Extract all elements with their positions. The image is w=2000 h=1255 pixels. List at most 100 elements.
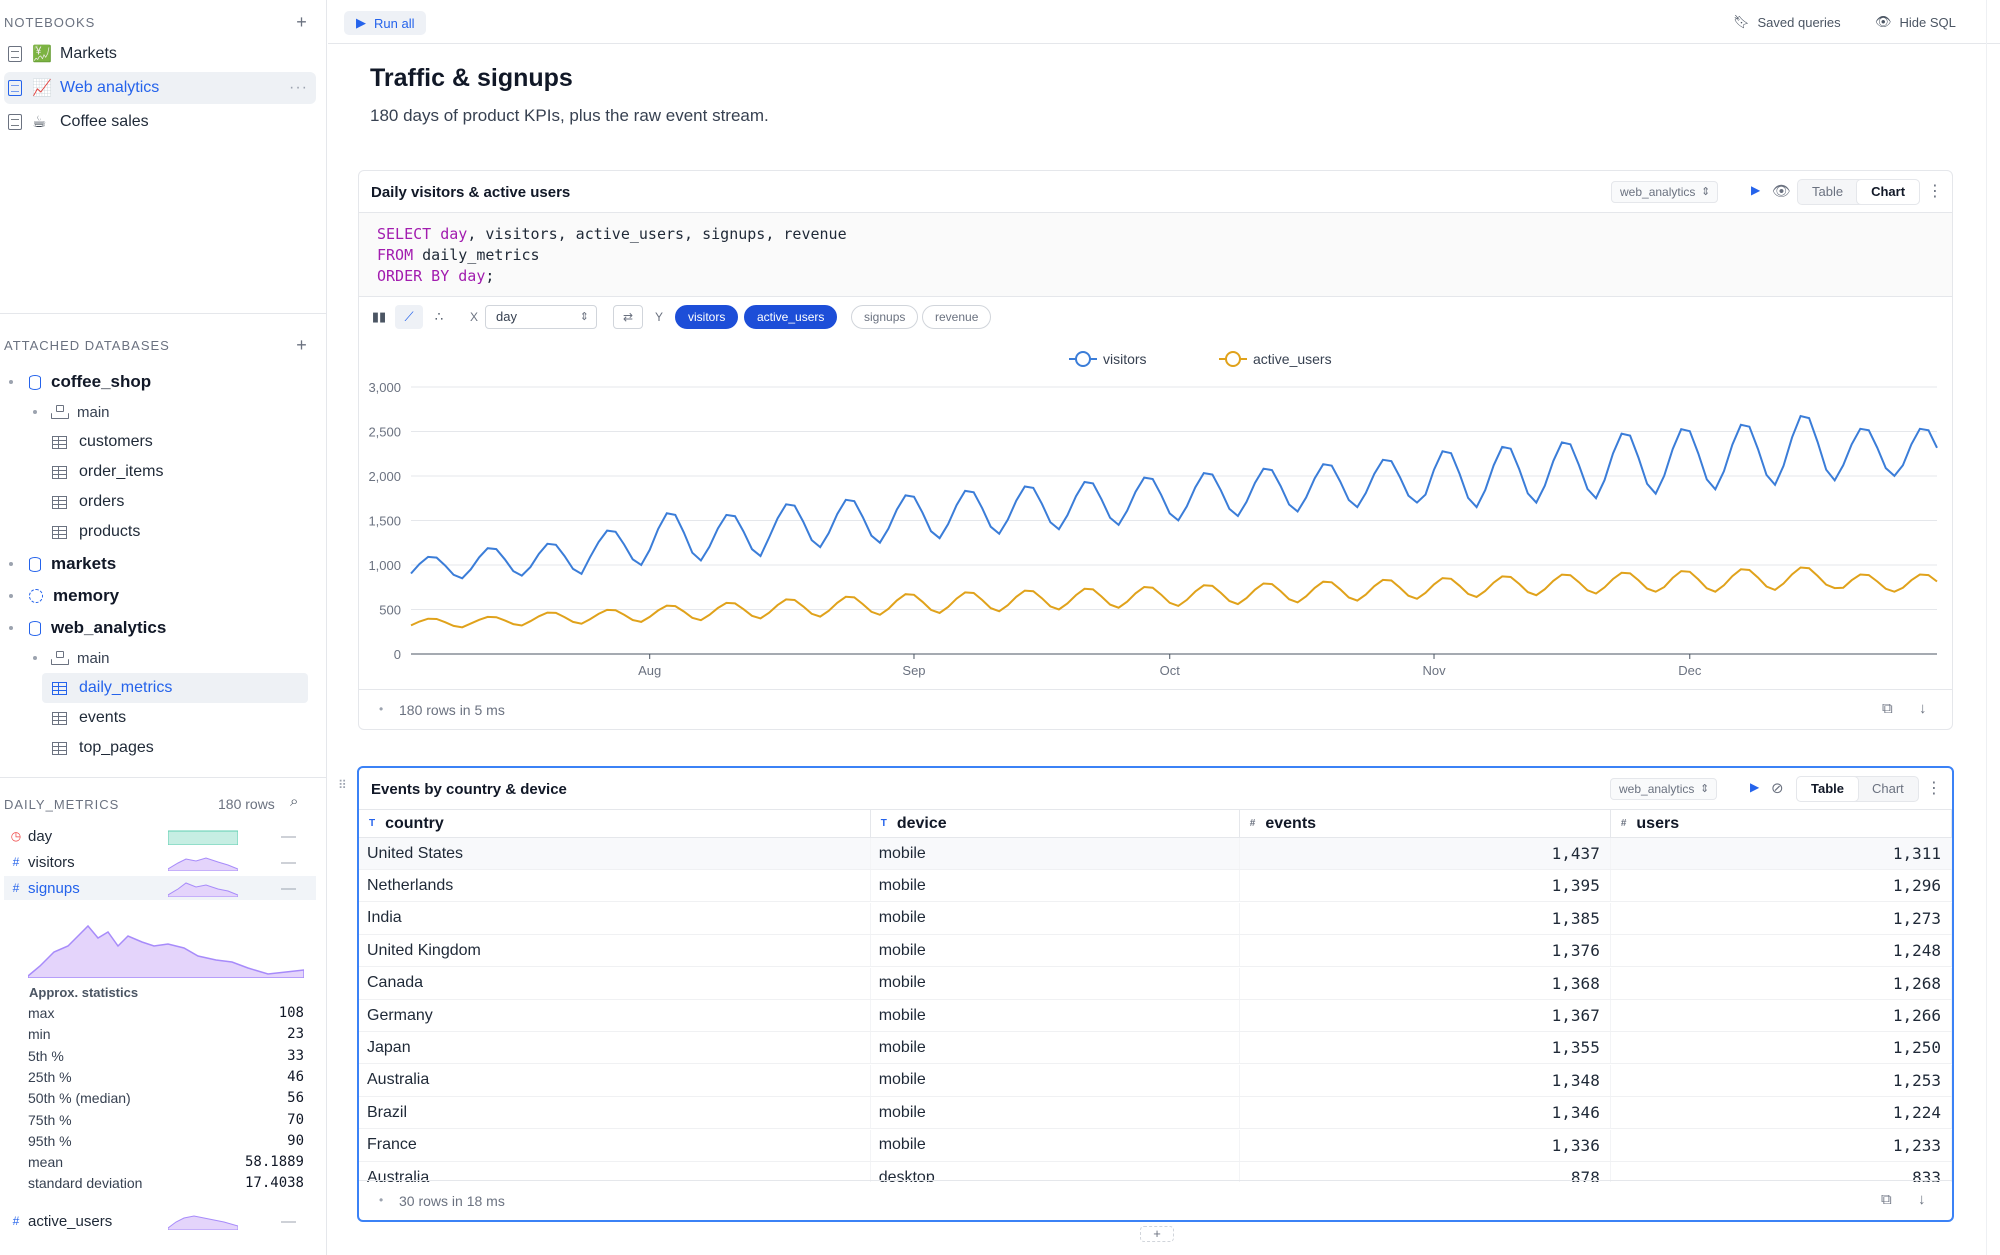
- drag-handle-icon[interactable]: ⠿: [338, 778, 347, 792]
- table-cell[interactable]: 1,336: [1240, 1129, 1611, 1161]
- add-cell-button[interactable]: +: [1140, 1226, 1174, 1242]
- collapse-bullet[interactable]: [33, 656, 37, 660]
- run-cell-button[interactable]: ▶: [1750, 780, 1760, 794]
- column-header-users[interactable]: # users: [1611, 810, 1952, 837]
- table-cell[interactable]: India: [359, 902, 871, 934]
- y-column-pill-signups[interactable]: signups: [851, 305, 919, 329]
- tree-table-events[interactable]: events: [0, 703, 320, 733]
- attach-database-button[interactable]: +: [296, 334, 308, 355]
- bar-chart-icon[interactable]: ▮▮: [371, 309, 387, 324]
- table-cell[interactable]: 833: [1611, 1162, 1952, 1182]
- hidden-sql-eye-icon[interactable]: ⊘: [1771, 780, 1784, 797]
- table-cell[interactable]: 1,437: [1240, 838, 1611, 869]
- table-cell[interactable]: mobile: [871, 1064, 1240, 1096]
- table-row[interactable]: Germany mobile 1,367 1,266: [359, 1000, 1952, 1032]
- table-row[interactable]: Brazil mobile 1,346 1,224: [359, 1097, 1952, 1130]
- table-cell[interactable]: United Kingdom: [359, 935, 871, 967]
- table-cell[interactable]: desktop: [871, 1162, 1240, 1182]
- column-header-events[interactable]: # events: [1240, 810, 1611, 837]
- table-row[interactable]: Netherlands mobile 1,395 1,296: [359, 870, 1952, 903]
- database-select[interactable]: web_analytics: [1610, 778, 1718, 800]
- collapse-bullet[interactable]: [9, 562, 13, 566]
- column-row-visitors[interactable]: # visitors —: [4, 850, 316, 874]
- table-cell[interactable]: 1,253: [1611, 1064, 1952, 1096]
- view-chart-tab[interactable]: Chart: [1872, 781, 1904, 796]
- table-row[interactable]: France mobile 1,336 1,233: [359, 1129, 1952, 1162]
- view-chart-tab[interactable]: Chart: [1857, 180, 1920, 204]
- view-table-tab[interactable]: Table: [1812, 184, 1844, 199]
- table-cell[interactable]: 1,395: [1240, 870, 1611, 902]
- table-cell[interactable]: mobile: [871, 1097, 1240, 1129]
- table-cell[interactable]: Brazil: [359, 1097, 871, 1129]
- download-icon[interactable]: ↓: [1918, 1191, 1926, 1208]
- table-cell[interactable]: 1,348: [1240, 1064, 1611, 1096]
- table-cell[interactable]: Japan: [359, 1032, 871, 1064]
- table-cell[interactable]: mobile: [871, 1032, 1240, 1064]
- toggle-sql-eye-icon[interactable]: 👁︎: [1772, 183, 1792, 200]
- tree-db-markets[interactable]: markets: [0, 549, 320, 579]
- table-cell[interactable]: 1,268: [1611, 967, 1952, 999]
- y-column-pill-visitors[interactable]: visitors: [675, 305, 739, 329]
- table-cell[interactable]: mobile: [871, 1129, 1240, 1161]
- table-cell[interactable]: 1,250: [1611, 1032, 1952, 1064]
- tree-schema-main[interactable]: main: [0, 643, 320, 673]
- table-cell[interactable]: 1,368: [1240, 967, 1611, 999]
- table-cell[interactable]: mobile: [871, 870, 1240, 902]
- table-cell[interactable]: 1,266: [1611, 1000, 1952, 1031]
- tree-table-orders[interactable]: orders: [0, 487, 320, 517]
- notebook-item[interactable]: 💹 Markets: [4, 38, 316, 70]
- table-cell[interactable]: Australia: [359, 1162, 871, 1182]
- table-cell[interactable]: 1,346: [1240, 1097, 1611, 1129]
- sql-editor[interactable]: SELECT day, visitors, active_users, sign…: [359, 213, 1952, 297]
- table-row[interactable]: Australia mobile 1,348 1,253: [359, 1064, 1952, 1097]
- table-cell[interactable]: 878: [1240, 1162, 1611, 1182]
- copy-icon[interactable]: ⧉: [1881, 1191, 1892, 1208]
- collapse-bullet[interactable]: [9, 594, 13, 598]
- table-row[interactable]: Australia desktop 878 833: [359, 1162, 1952, 1182]
- legend-item-visitors[interactable]: visitors: [1069, 351, 1147, 367]
- scatter-chart-icon[interactable]: ∴: [434, 309, 444, 324]
- table-cell[interactable]: United States: [359, 838, 871, 869]
- notebook-more-icon[interactable]: ···: [289, 79, 308, 96]
- cell-events-by-country[interactable]: Events by country & device web_analytics…: [357, 766, 1954, 1222]
- database-select[interactable]: web_analytics: [1611, 181, 1719, 203]
- run-cell-button[interactable]: ▶: [1751, 183, 1761, 197]
- tree-table-daily-metrics[interactable]: daily_metrics: [42, 673, 308, 703]
- vertical-scrollbar[interactable]: [1986, 0, 1996, 1255]
- collapse-bullet[interactable]: [9, 626, 13, 630]
- table-cell[interactable]: Netherlands: [359, 870, 871, 902]
- y-column-pill-active-users[interactable]: active_users: [744, 305, 838, 329]
- table-cell[interactable]: mobile: [871, 1000, 1240, 1031]
- collapse-bullet[interactable]: [33, 410, 37, 414]
- table-cell[interactable]: 1,376: [1240, 935, 1611, 967]
- table-cell[interactable]: 1,367: [1240, 1000, 1611, 1031]
- notebook-item[interactable]: ☕ Coffee sales: [4, 106, 316, 138]
- run-all-button[interactable]: ▶ Run all: [344, 11, 427, 35]
- table-cell[interactable]: 1,273: [1611, 902, 1952, 934]
- table-cell[interactable]: 1,224: [1611, 1097, 1952, 1129]
- table-cell[interactable]: 1,248: [1611, 935, 1952, 967]
- add-notebook-button[interactable]: +: [296, 11, 308, 32]
- tree-db-memory[interactable]: memory: [0, 581, 320, 611]
- tree-db-coffee-shop[interactable]: coffee_shop: [0, 367, 320, 397]
- table-row[interactable]: Japan mobile 1,355 1,250: [359, 1032, 1952, 1065]
- hide-sql-button[interactable]: 👁︎ Hide SQL: [1875, 14, 1956, 30]
- notebook-item[interactable]: 📈 Web analytics ···: [4, 72, 316, 104]
- tree-db-web-analytics[interactable]: web_analytics: [0, 613, 320, 643]
- cell-menu-icon[interactable]: ⋮: [1926, 780, 1942, 797]
- table-cell[interactable]: Canada: [359, 967, 871, 999]
- table-cell[interactable]: 1,385: [1240, 902, 1611, 934]
- table-cell[interactable]: 1,355: [1240, 1032, 1611, 1064]
- tree-table-customers[interactable]: customers: [0, 427, 320, 457]
- table-row[interactable]: United States mobile 1,437 1,311: [359, 838, 1952, 870]
- saved-queries-button[interactable]: 🔖︎ Saved queries: [1733, 14, 1841, 30]
- table-cell[interactable]: France: [359, 1129, 871, 1161]
- table-row[interactable]: Canada mobile 1,368 1,268: [359, 967, 1952, 1000]
- download-icon[interactable]: ↓: [1919, 700, 1927, 717]
- table-row[interactable]: India mobile 1,385 1,273: [359, 902, 1952, 935]
- tree-table-top-pages[interactable]: top_pages: [0, 733, 320, 763]
- copy-icon[interactable]: ⧉: [1882, 700, 1893, 717]
- column-row-active-users[interactable]: # active_users —: [4, 1209, 316, 1233]
